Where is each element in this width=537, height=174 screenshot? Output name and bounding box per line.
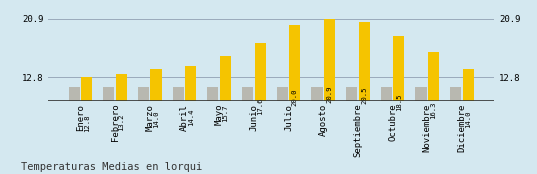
Bar bbox=[324, 19, 335, 169]
Text: Temperaturas Medias en lorqui: Temperaturas Medias en lorqui bbox=[21, 162, 203, 172]
Bar bbox=[116, 74, 127, 169]
Text: 20.9: 20.9 bbox=[326, 85, 332, 103]
Bar bbox=[311, 86, 323, 169]
Text: 13.2: 13.2 bbox=[118, 113, 125, 130]
Bar bbox=[150, 69, 162, 169]
Text: 16.3: 16.3 bbox=[431, 102, 437, 119]
Text: 14.4: 14.4 bbox=[188, 109, 194, 126]
Text: 18.5: 18.5 bbox=[396, 94, 402, 112]
Text: 14.0: 14.0 bbox=[465, 110, 471, 128]
Bar bbox=[416, 86, 426, 169]
Bar bbox=[428, 52, 439, 169]
Bar bbox=[220, 56, 231, 169]
Bar bbox=[69, 86, 79, 169]
Bar bbox=[255, 43, 266, 169]
Bar bbox=[173, 86, 184, 169]
Text: 15.7: 15.7 bbox=[222, 104, 228, 122]
Bar bbox=[81, 77, 92, 169]
Bar bbox=[381, 86, 392, 169]
Bar bbox=[463, 69, 474, 169]
Bar bbox=[103, 86, 114, 169]
Text: 20.5: 20.5 bbox=[361, 87, 367, 104]
Text: 20.0: 20.0 bbox=[292, 89, 298, 106]
Bar bbox=[185, 66, 196, 169]
Bar bbox=[277, 86, 288, 169]
Bar bbox=[289, 25, 300, 169]
Bar bbox=[207, 86, 219, 169]
Bar bbox=[359, 22, 369, 169]
Text: 12.8: 12.8 bbox=[84, 114, 90, 132]
Bar bbox=[393, 36, 404, 169]
Text: 14.0: 14.0 bbox=[153, 110, 159, 128]
Bar bbox=[138, 86, 149, 169]
Text: 17.6: 17.6 bbox=[257, 97, 263, 115]
Bar bbox=[450, 86, 461, 169]
Bar bbox=[346, 86, 357, 169]
Bar bbox=[242, 86, 253, 169]
